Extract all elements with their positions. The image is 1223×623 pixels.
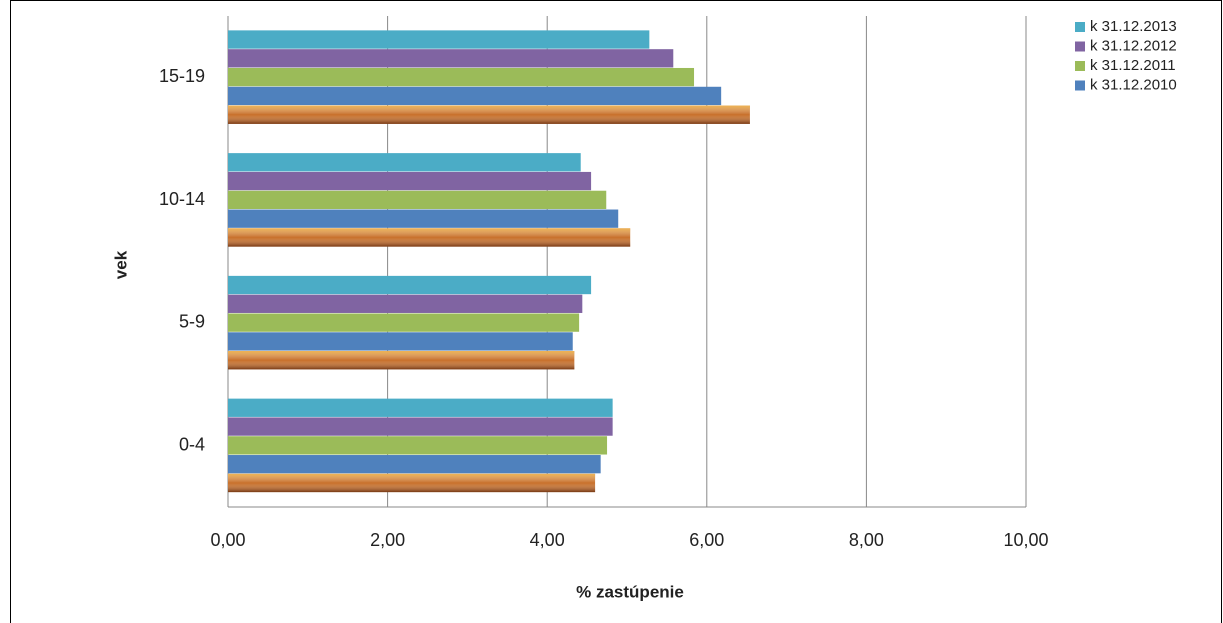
- bar: [228, 455, 601, 474]
- bar: [228, 313, 580, 332]
- x-tick-label: 6,00: [689, 530, 724, 550]
- x-tick-label: 2,00: [370, 530, 405, 550]
- bar-shade: [228, 473, 596, 493]
- bar: [228, 30, 650, 49]
- x-tick-label: 0,00: [210, 530, 245, 550]
- bar: [228, 67, 695, 87]
- legend-label: k 31.12.2013: [1090, 18, 1177, 35]
- bar: [228, 49, 674, 68]
- bar: [228, 398, 613, 417]
- legend-swatch: [1075, 22, 1085, 32]
- legend-swatch: [1075, 41, 1085, 52]
- frame: [10, 0, 1222, 623]
- y-axis-title: vek: [111, 250, 130, 279]
- bar-shade: [228, 351, 575, 370]
- bar: [228, 153, 581, 172]
- legend-label: k 31.12.2010: [1090, 76, 1177, 93]
- x-tick-label: 4,00: [530, 530, 565, 550]
- bar: [228, 190, 607, 210]
- y-tick-label: 10-14: [159, 189, 205, 209]
- bar: [228, 294, 583, 313]
- y-tick-label: 0-4: [179, 434, 205, 454]
- legend-label: k 31.12.2012: [1090, 37, 1177, 54]
- bar: [228, 332, 573, 351]
- y-tick-label: 5-9: [179, 312, 205, 332]
- x-axis-title: % zastúpenie: [576, 582, 684, 601]
- legend-label: k 31.12.2011: [1090, 57, 1176, 74]
- x-tick-label: 10,00: [1003, 530, 1048, 550]
- bar: [228, 275, 592, 295]
- y-tick-label: 15-19: [159, 66, 205, 86]
- bar: [228, 417, 613, 436]
- x-tick-label: 8,00: [849, 530, 884, 550]
- bar: [228, 436, 608, 455]
- legend-swatch: [1075, 80, 1085, 91]
- bar: [228, 86, 722, 106]
- bar-shade: [228, 228, 631, 247]
- legend-swatch: [1075, 61, 1085, 71]
- bar-shade: [228, 105, 750, 124]
- bar: [228, 171, 592, 191]
- bar: [228, 209, 619, 228]
